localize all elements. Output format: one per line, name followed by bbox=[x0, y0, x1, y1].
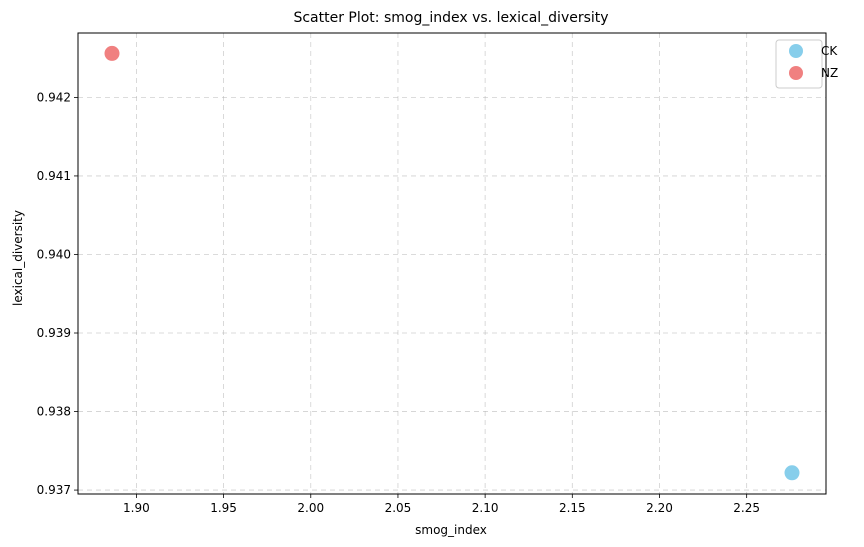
x-tick-label: 2.15 bbox=[559, 501, 586, 515]
x-tick-label: 1.95 bbox=[210, 501, 237, 515]
data-point-ck bbox=[784, 465, 800, 481]
x-axis-label: smog_index bbox=[415, 523, 487, 537]
legend: CK NZ bbox=[775, 39, 838, 89]
x-tick-label: 2.25 bbox=[733, 501, 760, 515]
data-point-nz bbox=[104, 45, 120, 61]
legend-marker-ck bbox=[789, 44, 803, 58]
x-axis-ticks: 1.90 1.95 2.00 2.05 2.10 2.15 2.20 2.25 bbox=[123, 494, 760, 515]
y-tick-label: 0.942 bbox=[37, 90, 71, 104]
x-tick-label: 2.00 bbox=[297, 501, 324, 515]
y-axis-ticks: 0.937 0.938 0.939 0.940 0.941 0.942 bbox=[37, 90, 78, 497]
x-tick-label: 2.20 bbox=[646, 501, 673, 515]
y-tick-label: 0.941 bbox=[37, 169, 71, 183]
y-tick-label: 0.939 bbox=[37, 326, 71, 340]
plot-area-frame bbox=[77, 32, 827, 495]
data-points bbox=[104, 45, 800, 481]
legend-box bbox=[775, 39, 823, 89]
legend-label-ck: CK bbox=[821, 44, 838, 58]
x-tick-label: 2.05 bbox=[385, 501, 412, 515]
y-axis-label: lexical_diversity bbox=[11, 210, 25, 306]
y-tick-label: 0.937 bbox=[37, 483, 71, 497]
x-tick-label: 1.90 bbox=[123, 501, 150, 515]
y-tick-label: 0.938 bbox=[37, 405, 71, 419]
legend-marker-nz bbox=[789, 66, 803, 80]
y-tick-label: 0.940 bbox=[37, 247, 71, 261]
grid bbox=[78, 33, 826, 494]
chart-title: Scatter Plot: smog_index vs. lexical_div… bbox=[293, 10, 608, 26]
x-tick-label: 2.10 bbox=[472, 501, 499, 515]
legend-label-nz: NZ bbox=[821, 66, 838, 80]
